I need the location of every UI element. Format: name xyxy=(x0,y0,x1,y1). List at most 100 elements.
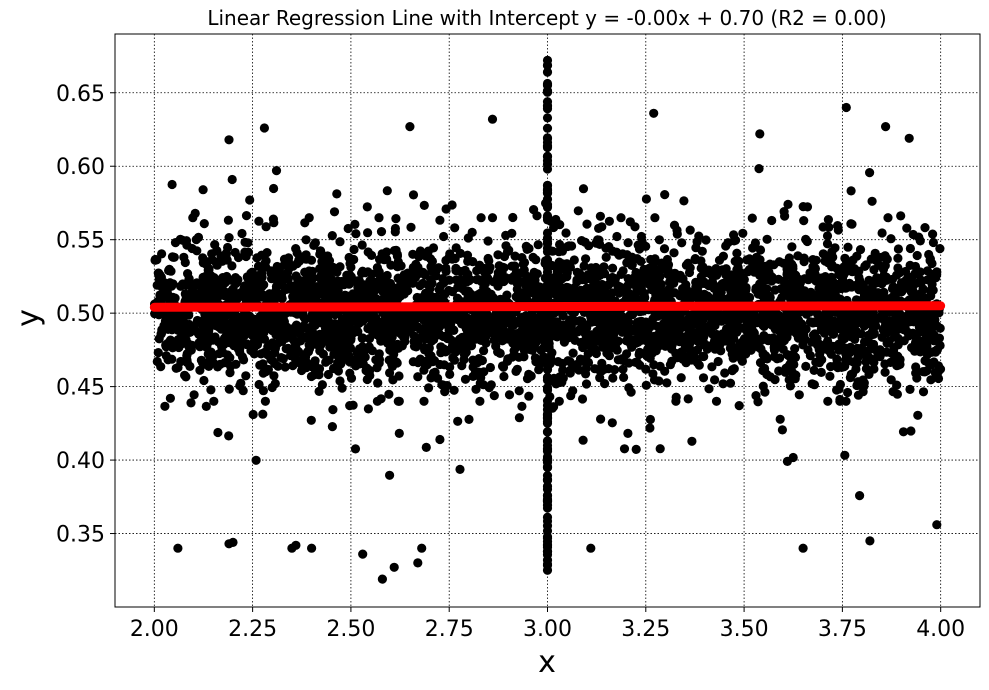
scatter-point xyxy=(183,340,193,350)
scatter-point xyxy=(240,237,250,247)
scatter-point xyxy=(714,255,725,265)
scatter-point xyxy=(328,405,338,415)
scatter-point xyxy=(880,359,890,369)
scatter-point xyxy=(327,422,337,432)
scatter-point xyxy=(542,55,553,65)
scatter-point xyxy=(642,351,652,361)
scatter-point xyxy=(524,243,534,254)
scatter-point xyxy=(777,425,788,435)
scatter-point xyxy=(888,346,899,356)
scatter-point xyxy=(833,221,843,231)
scatter-point xyxy=(419,200,429,210)
x-tick-label: 2.25 xyxy=(228,617,277,642)
scatter-point xyxy=(734,401,744,411)
scatter-point xyxy=(869,321,879,331)
scatter-point xyxy=(823,396,833,406)
scatter-point xyxy=(619,313,629,323)
scatter-point xyxy=(394,428,404,438)
scatter-point xyxy=(306,271,317,281)
scatter-point xyxy=(542,291,553,301)
scatter-point xyxy=(803,345,813,355)
scatter-point xyxy=(345,343,356,353)
scatter-point xyxy=(258,409,268,419)
scatter-point xyxy=(170,310,180,320)
scatter-point xyxy=(866,254,876,264)
scatter-point xyxy=(710,375,720,385)
scatter-point xyxy=(382,186,392,196)
scatter-point xyxy=(876,349,886,359)
scatter-point xyxy=(189,390,199,400)
scatter-point xyxy=(604,364,614,374)
scatter-point xyxy=(704,384,714,394)
scatter-point xyxy=(181,236,192,246)
scatter-point xyxy=(310,286,320,296)
scatter-point xyxy=(882,338,892,348)
scatter-point xyxy=(153,268,163,278)
scatter-point xyxy=(565,365,575,375)
scatter-point xyxy=(648,277,658,287)
scatter-point xyxy=(277,332,287,342)
scatter-point xyxy=(345,368,355,378)
scatter-point xyxy=(732,248,742,258)
scatter-points xyxy=(150,55,946,584)
scatter-point xyxy=(723,336,733,346)
scatter-point xyxy=(832,354,842,364)
scatter-point xyxy=(932,520,942,530)
scatter-point xyxy=(471,384,481,394)
scatter-point xyxy=(685,225,695,235)
scatter-point xyxy=(698,262,708,272)
scatter-point xyxy=(161,279,171,289)
scatter-point xyxy=(597,366,607,376)
scatter-point xyxy=(269,183,279,194)
scatter-point xyxy=(758,348,768,359)
scatter-point xyxy=(464,414,474,424)
scatter-point xyxy=(707,329,717,339)
scatter-point xyxy=(542,180,553,191)
scatter-point xyxy=(363,228,373,238)
scatter-point xyxy=(280,362,290,372)
scatter-point xyxy=(665,360,676,370)
scatter-point xyxy=(187,243,197,254)
scatter-point xyxy=(357,240,367,250)
scatter-point xyxy=(604,279,614,290)
scatter-point xyxy=(160,401,170,411)
scatter-point xyxy=(912,373,922,383)
scatter-point xyxy=(755,245,766,255)
scatter-point xyxy=(497,333,507,343)
scatter-point xyxy=(195,365,205,375)
scatter-point xyxy=(265,341,275,351)
scatter-point xyxy=(555,239,565,250)
scatter-point xyxy=(648,314,658,324)
scatter-point xyxy=(846,369,856,380)
scatter-point xyxy=(542,243,553,253)
scatter-point xyxy=(451,263,461,273)
scatter-point xyxy=(451,275,461,285)
scatter-point xyxy=(424,355,434,365)
scatter-point xyxy=(743,321,753,331)
scatter-point xyxy=(542,374,553,384)
scatter-point xyxy=(754,164,764,174)
scatter-point xyxy=(485,362,495,373)
scatter-point xyxy=(649,360,659,370)
scatter-point xyxy=(805,317,816,327)
scatter-point xyxy=(485,262,495,272)
scatter-point xyxy=(425,254,436,264)
scatter-point xyxy=(434,329,445,339)
scatter-point xyxy=(681,280,691,290)
scatter-point xyxy=(628,309,638,320)
scatter-point xyxy=(715,339,725,350)
scatter-point xyxy=(434,285,444,295)
scatter-point xyxy=(767,215,777,226)
scatter-point xyxy=(927,269,937,279)
scatter-point xyxy=(618,364,628,374)
scatter-point xyxy=(635,347,645,357)
scatter-point xyxy=(444,325,454,335)
scatter-point xyxy=(549,286,559,296)
scatter-point xyxy=(579,261,589,271)
scatter-point xyxy=(752,252,762,262)
scatter-point xyxy=(157,249,167,259)
scatter-point xyxy=(376,394,386,404)
scatter-point xyxy=(396,280,406,290)
scatter-point xyxy=(542,215,553,225)
scatter-point xyxy=(243,247,254,257)
